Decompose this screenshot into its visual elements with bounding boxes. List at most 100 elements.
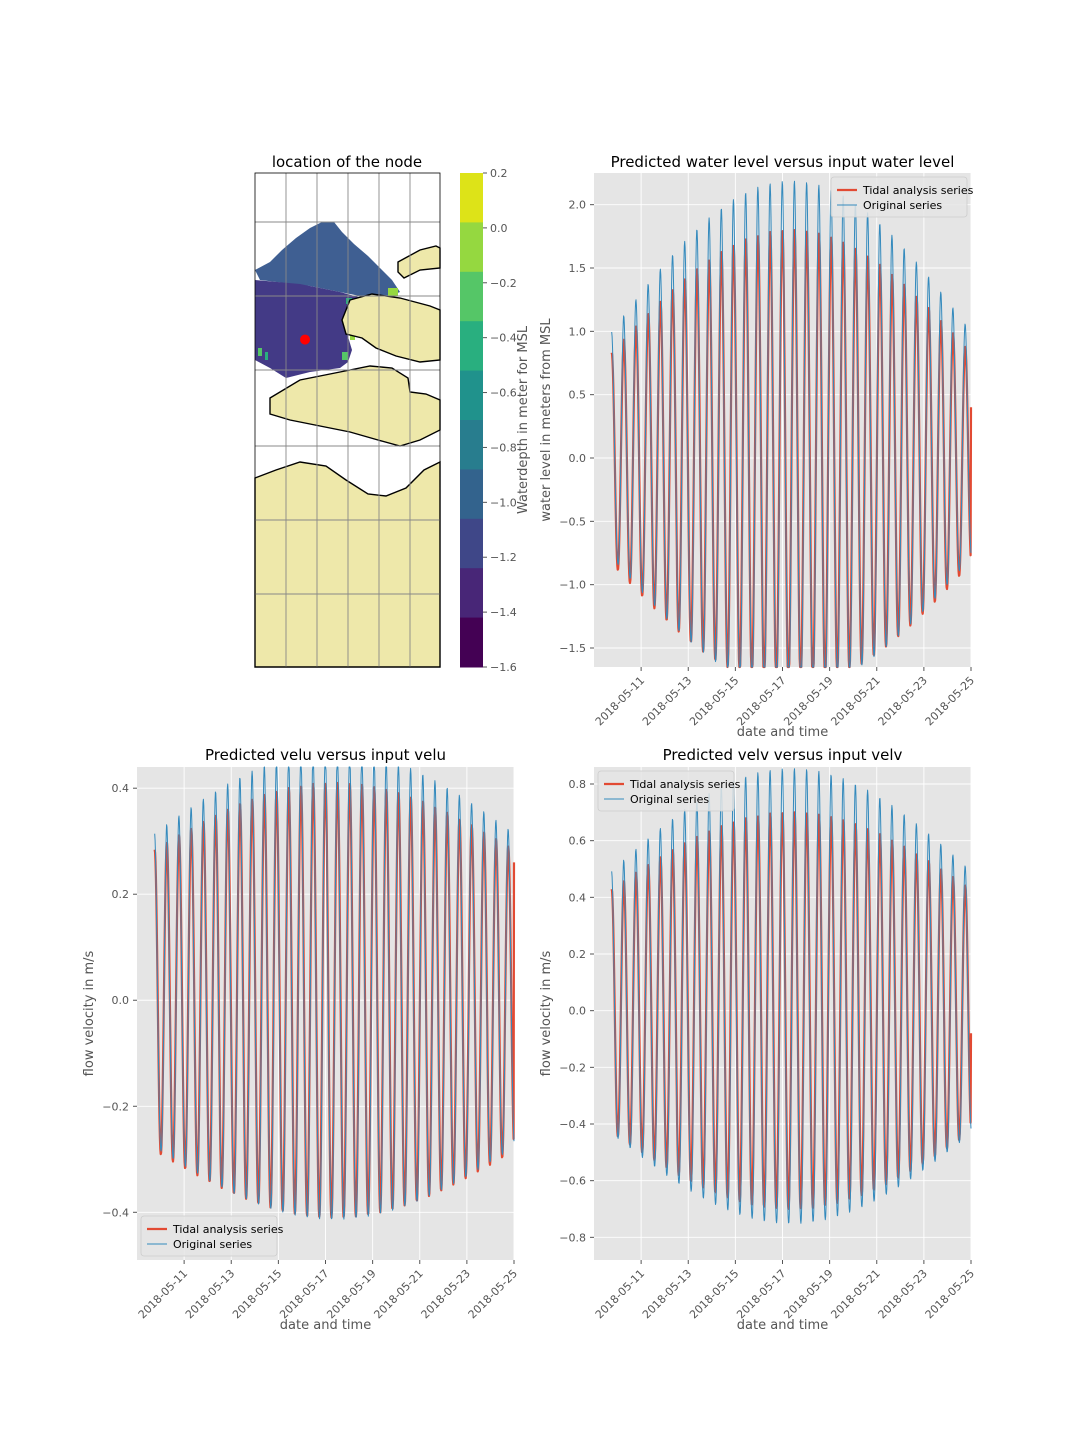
y-tick-label: −0.2 [559, 1061, 586, 1074]
y-tick-label: 2.0 [569, 199, 587, 212]
x-tick-label: 2018-05-21 [371, 1267, 425, 1321]
depth-fringe [265, 352, 268, 360]
x-tick-label: 2018-05-25 [923, 674, 977, 728]
node-location-marker: ● [299, 332, 310, 347]
legend-label: Tidal analysis series [862, 184, 974, 197]
shallow-depth-region [255, 222, 400, 300]
y-axis-label: water level in meters from MSL [539, 318, 554, 522]
deep-depth-region [255, 280, 362, 378]
y-tick-label: −0.2 [102, 1100, 129, 1113]
y-tick-label: 0.2 [569, 948, 587, 961]
colorbar-segment [460, 271, 483, 322]
x-tick-label: 2018-05-19 [781, 674, 835, 728]
colorbar-segment [460, 420, 483, 470]
depth-fringe [258, 348, 262, 356]
x-tick-label: 2018-05-13 [640, 1267, 694, 1321]
y-tick-label: 1.5 [569, 262, 587, 275]
x-tick-label: 2018-05-25 [466, 1267, 520, 1321]
y-tick-label: 1.0 [569, 325, 587, 338]
y-tick-label: 0.8 [569, 778, 587, 791]
series-line-original [611, 180, 972, 668]
colorbar-segment [460, 222, 483, 273]
legend-box [830, 176, 968, 218]
x-axis-label: date and time [280, 1318, 371, 1333]
legend-box [597, 770, 735, 812]
x-tick-label: 2018-05-15 [687, 674, 741, 728]
series-line-original [154, 766, 515, 1220]
x-tick-label: 2018-05-23 [876, 674, 930, 728]
colorbar-tick-label: −0.4 [490, 332, 517, 345]
x-tick-label: 2018-05-21 [828, 674, 882, 728]
x-tick-label: 2018-05-17 [277, 1267, 331, 1321]
y-tick-label: 0.0 [569, 1005, 587, 1018]
x-tick-label: 2018-05-15 [230, 1267, 284, 1321]
legend-label: Original series [173, 1238, 252, 1251]
x-tick-label: 2018-05-17 [734, 674, 788, 728]
land-island-central [341, 293, 441, 363]
panel-title: Predicted velu versus input velu [205, 746, 446, 764]
x-tick-label: 2018-05-19 [781, 1267, 835, 1321]
colorbar-segment [460, 469, 483, 520]
colorbar-tick-label: −1.2 [490, 551, 517, 564]
y-tick-label: −0.5 [559, 515, 586, 528]
x-tick-label: 2018-05-11 [593, 674, 647, 728]
series-line-original [611, 768, 972, 1224]
y-tick-label: 0.0 [112, 994, 130, 1007]
colorbar-label: Waterdepth in meter for MSL [516, 325, 531, 514]
colorbar-segment [460, 173, 483, 223]
colorbar-tick-label: −0.2 [490, 277, 517, 290]
legend: Tidal analysis series Original series [140, 1215, 284, 1257]
y-tick-label: −0.6 [559, 1175, 586, 1188]
depth-fringe [388, 288, 398, 296]
depth-fringe [342, 352, 348, 360]
velu-panel: Predicted velu versus input velu 0.4 0.2 0.… [82, 746, 520, 1333]
colorbar-tick-label: −1.6 [490, 661, 517, 674]
y-tick-label: 0.4 [112, 782, 130, 795]
x-tick-label: 2018-05-23 [876, 1267, 930, 1321]
panel-title: Predicted water level versus input water… [611, 153, 955, 171]
x-tick-label: 2018-05-13 [640, 674, 694, 728]
map-grid [255, 173, 440, 667]
colorbar-tick-label: 0.0 [490, 222, 508, 235]
panel-title: Predicted velv versus input velv [663, 746, 903, 764]
legend-label: Tidal analysis series [629, 778, 741, 791]
x-tick-label: 2018-05-23 [419, 1267, 473, 1321]
colorbar-segment [460, 518, 483, 569]
map-frame [254, 172, 441, 668]
colorbar-tick-label: −0.8 [490, 441, 517, 454]
y-axis-label: flow velocity in m/s [82, 950, 97, 1076]
legend: Tidal analysis series Original series [830, 176, 974, 218]
x-tick-label: 2018-05-13 [183, 1267, 237, 1321]
velv-panel: Predicted velv versus input velv 0.8 0.6 0.… [539, 746, 977, 1333]
y-tick-label: 0.2 [112, 888, 130, 901]
x-axis-label: date and time [737, 725, 828, 740]
colorbar-tick-label: 0.2 [490, 167, 508, 180]
map-panel: location of the node [254, 153, 531, 674]
legend-label: Tidal analysis series [172, 1223, 284, 1236]
y-tick-label: 0.0 [569, 452, 587, 465]
colorbar-segment [460, 568, 483, 619]
y-tick-label: −0.4 [102, 1206, 129, 1219]
y-tick-label: 0.6 [569, 835, 587, 848]
colorbar: 0.2 0.0 −0.2 −0.4 −0.6 −0.8 −1.0 −1.2 −1.4 −1.6 [460, 167, 517, 674]
legend-box [140, 1215, 278, 1257]
x-tick-label: 2018-05-19 [324, 1267, 378, 1321]
x-tick-label: 2018-05-11 [136, 1267, 190, 1321]
land-mainland [254, 460, 441, 668]
colorbar-tick-label: −1.4 [490, 606, 517, 619]
colorbar-segment [460, 321, 483, 372]
y-tick-label: −0.4 [559, 1118, 586, 1131]
x-tick-label: 2018-05-25 [923, 1267, 977, 1321]
x-tick-label: 2018-05-21 [828, 1267, 882, 1321]
colorbar-segment [460, 370, 483, 421]
x-tick-label: 2018-05-17 [734, 1267, 788, 1321]
x-tick-label: 2018-05-11 [593, 1267, 647, 1321]
y-axis-label: flow velocity in m/s [539, 950, 554, 1076]
x-axis-label: date and time [737, 1318, 828, 1333]
legend-label: Original series [863, 199, 942, 212]
colorbar-segment [460, 617, 483, 668]
legend: Tidal analysis series Original series [597, 770, 741, 812]
colorbar-tick-label: −0.6 [490, 387, 517, 400]
y-tick-label: 0.5 [569, 389, 587, 402]
